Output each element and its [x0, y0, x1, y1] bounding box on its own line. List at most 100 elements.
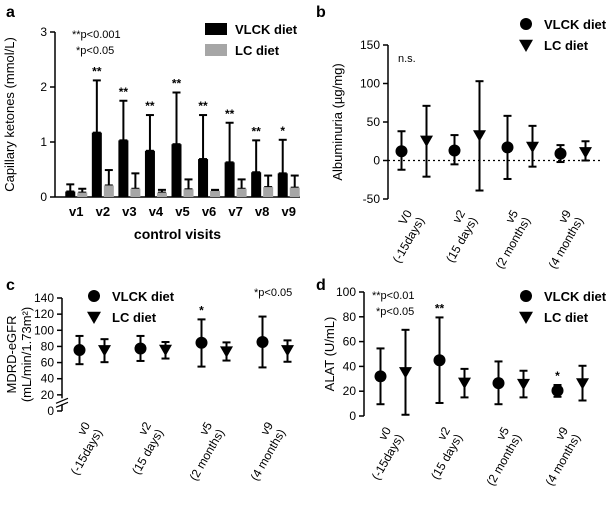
significance-mark: **	[119, 85, 129, 99]
bar-lc-v5	[183, 189, 194, 197]
x-tick-label: v9(4 months)	[530, 424, 583, 488]
y-tick-label: 60	[41, 356, 55, 370]
legend-marker-triangle	[519, 39, 533, 52]
panel-letter: d	[316, 277, 326, 294]
x-tick-label: v3	[122, 204, 136, 219]
axis-break-mark	[55, 401, 69, 408]
bar-vlck-v7	[224, 162, 235, 197]
pvalue-legend: **p<0.001	[72, 29, 121, 41]
bar-vlck-v5	[171, 144, 182, 197]
legend-label: LC diet	[544, 310, 589, 325]
point-vlck-2	[195, 336, 208, 349]
panel-letter: c	[6, 277, 15, 294]
point-lc-1	[473, 130, 486, 142]
point-lc-2	[517, 378, 530, 391]
error-bar	[199, 114, 208, 161]
error-bar	[131, 172, 140, 190]
point-lc-1	[159, 344, 172, 357]
legend-marker-triangle	[519, 311, 533, 324]
legend-label: VLCK diet	[544, 17, 607, 32]
y-axis-label: Albuminuria (µg/mg)	[330, 63, 345, 180]
legend-marker-triangle	[87, 311, 101, 324]
y-tick-label: 0	[47, 404, 54, 418]
panel-c: 020406080100120140MDRD-eGFR(mL/min/1.73m…	[4, 287, 294, 483]
point-lc-1	[458, 377, 471, 390]
x-tick-label: v2(15 days)	[416, 424, 465, 482]
x-tick-label: v0(-15days)	[56, 419, 106, 477]
y-tick-label: 20	[41, 388, 55, 402]
bar-lc-v7	[236, 188, 247, 197]
x-tick-label: v2(15 days)	[117, 419, 166, 477]
legend-label: LC diet	[544, 38, 589, 53]
y-tick-label: 80	[41, 339, 55, 353]
y-tick-label: 0	[40, 190, 47, 204]
point-vlck-1	[134, 342, 147, 355]
point-vlck-0	[395, 145, 408, 158]
point-lc-3	[579, 147, 592, 159]
pvalue-legend: *p<0.05	[254, 287, 292, 299]
x-tick-label: v9	[281, 204, 295, 219]
pvalue-legend: *p<0.05	[376, 306, 414, 318]
x-tick-label: v1	[69, 204, 83, 219]
x-axis-label: control visits	[134, 226, 221, 242]
legend-swatch	[205, 44, 227, 56]
error-bar	[66, 183, 75, 193]
panel-a: 0 1 2 3 Capillary ketones (mmol/L) v1 ** v2 ** v3…	[2, 22, 300, 242]
y-axis-label: MDRD-eGFR(mL/min/1.73m²)	[4, 307, 34, 402]
error-bar	[211, 188, 220, 192]
bar-vlck-v2	[91, 132, 102, 197]
legend-label: VLCK diet	[112, 289, 175, 304]
error-bar	[78, 187, 87, 194]
significance-mark: *	[280, 124, 285, 138]
pvalue-legend: **p<0.01	[372, 290, 415, 302]
legend-label: LC diet	[235, 43, 280, 58]
x-tick-label: v7	[228, 204, 242, 219]
y-tick-label: 2	[40, 80, 47, 94]
y-tick-label: 1	[40, 135, 47, 149]
point-vlck-0	[374, 370, 387, 383]
significance-mark: **	[435, 301, 445, 315]
y-tick-label: 140	[34, 291, 54, 305]
bar-lc-v2	[103, 185, 114, 197]
significance-mark: *	[555, 369, 560, 383]
panel-letter: a	[6, 4, 15, 21]
point-vlck-0	[73, 344, 86, 357]
y-tick-label: 20	[343, 384, 357, 398]
error-bar	[290, 174, 299, 189]
error-bar	[157, 188, 166, 194]
x-tick-label: v2	[96, 204, 110, 219]
significance-mark: **	[172, 77, 182, 91]
point-vlck-1	[448, 144, 461, 157]
x-tick-label: v5(2 months)	[471, 424, 524, 488]
point-vlck-2	[492, 377, 505, 390]
x-tick-label: v6	[202, 204, 216, 219]
y-tick-label: 120	[34, 307, 54, 321]
bar-lc-v3	[130, 188, 141, 197]
y-tick-label: 3	[40, 25, 47, 39]
error-bar	[184, 178, 193, 191]
error-bar	[237, 178, 246, 190]
significance-mark: **	[198, 99, 208, 113]
y-tick-label: 40	[343, 359, 357, 373]
point-vlck-3	[554, 147, 567, 160]
point-lc-3	[281, 345, 294, 357]
bar-vlck-v3	[118, 140, 129, 197]
y-tick-label: 0	[349, 409, 356, 423]
x-tick-label: v0(-15days)	[357, 424, 407, 482]
x-tick-label: V0(-15days)	[378, 207, 428, 265]
annotation-ns: n.s.	[398, 53, 416, 65]
y-tick-label: 100	[34, 323, 54, 337]
error-bar	[225, 121, 234, 164]
x-tick-label: v5(2 months)	[480, 207, 533, 271]
point-lc-2	[220, 346, 233, 358]
point-lc-2	[526, 141, 539, 154]
y-axis-label: ALAT (U/mL)	[322, 317, 337, 392]
panel-d: 0 20 40 60 80 100 ALAT (U/mL) v0(-15days) ** v2(1…	[322, 285, 607, 488]
x-tick-label: v9(4 months)	[235, 419, 288, 483]
x-tick-label: v9(4 months)	[533, 207, 586, 271]
point-vlck-3	[551, 384, 564, 397]
y-tick-label: 60	[343, 335, 357, 349]
significance-mark: *	[199, 303, 204, 317]
bar-lc-v6	[210, 190, 221, 197]
